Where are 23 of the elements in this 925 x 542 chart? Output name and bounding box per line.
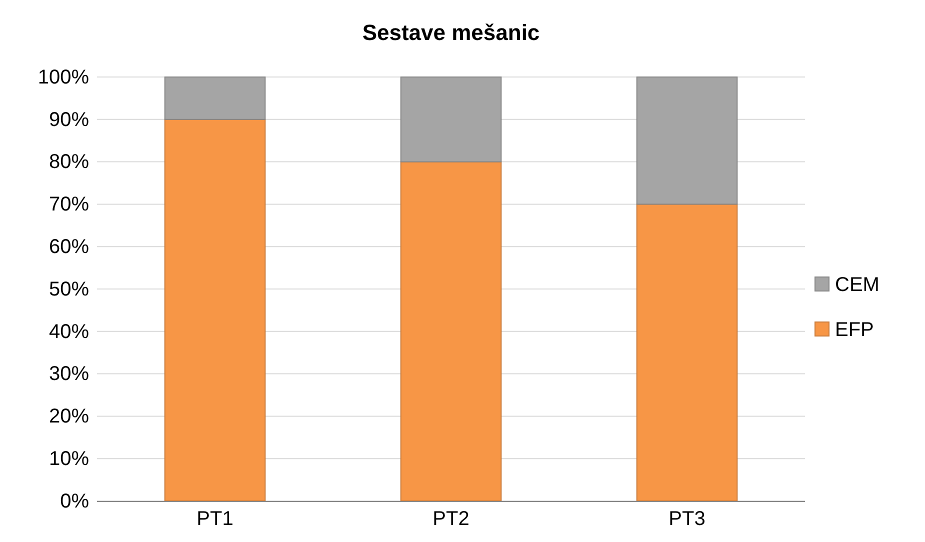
y-tick-label: 10% [48,448,90,470]
chart-title: Sestave mešanic [362,20,540,45]
y-tick-label: 70% [48,194,90,216]
y-tick-label: 50% [48,278,90,300]
legend-label: EFP [835,319,874,341]
legend-label: CEM [835,274,880,296]
y-tick-label: 20% [48,406,90,428]
bar [164,118,266,502]
y-tick-label: 0% [60,490,90,512]
y-tick-label: 100% [38,66,90,88]
bar [400,76,502,162]
x-tick-label: PT2 [432,508,470,530]
y-tick-label: 90% [48,108,90,131]
y-tick-label: 80% [48,151,90,174]
y-tick-label: 30% [48,363,90,386]
x-tick-label: PT3 [668,508,706,530]
y-tick-label: 40% [48,320,90,343]
bar [636,204,738,502]
bar [400,161,502,502]
x-tick-label: PT1 [196,508,234,530]
y-tick-label: 60% [48,236,90,258]
bar [636,76,738,205]
bar [164,76,266,120]
